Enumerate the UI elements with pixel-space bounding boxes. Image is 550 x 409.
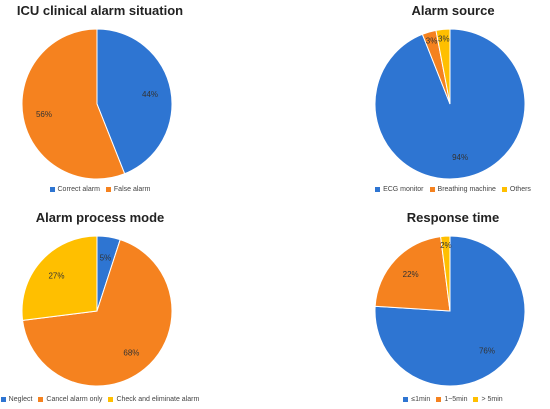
legend-label: Check and eliminate alarm [116, 396, 200, 403]
data-label-2: 56% [36, 110, 52, 119]
legend-swatch [49, 187, 55, 192]
legend-swatch [501, 187, 507, 192]
data-label-3: 2% [440, 241, 452, 250]
pie-chart-svg: 5% 68% 27% [21, 235, 173, 387]
data-label-3: 3% [438, 34, 450, 43]
legend-item: 1~5min [436, 396, 467, 403]
chart-panel-2: Alarm source 94% 3% 3% ECG monitor Breathin… [353, 0, 550, 200]
legend-swatch [105, 187, 111, 192]
legend-item: ≤1min [403, 396, 430, 403]
chart-panel-3: Alarm process mode 5% 68% 27% Neglect Cance… [0, 207, 200, 407]
legend-label: 1~5min [444, 396, 468, 403]
legend-label: > 5min [481, 396, 503, 403]
legend-label: False alarm [113, 186, 151, 193]
pie-slice-3 [21, 235, 98, 321]
chart-panel-4: Response time 76% 22% 2% ≤1min 1~5min > 5min [353, 207, 550, 407]
legend-item: False alarm [105, 186, 151, 193]
chart-title: ICU clinical alarm situation [16, 3, 184, 18]
legend-label: ≤1min [411, 396, 431, 403]
data-label-2: 3% [426, 37, 438, 46]
pie-slice-1 [374, 235, 526, 387]
chart-title: Response time [406, 210, 500, 225]
pie-slice-1 [96, 28, 173, 175]
legend-item: > 5min [473, 396, 503, 403]
data-label-1: 76% [479, 346, 495, 355]
legend-item: Correct alarm [49, 186, 100, 193]
legend-label: ECG monitor [383, 186, 424, 193]
data-label-1: 5% [100, 254, 112, 263]
legend-item: Breathing machine [429, 186, 496, 193]
legend-item: Cancel alarm only [38, 396, 102, 403]
legend-label: Cancel alarm only [46, 396, 103, 403]
pie-slice-3 [435, 28, 451, 105]
legend-swatch [375, 187, 381, 192]
chart-title: Alarm source [411, 3, 495, 18]
legend-swatch [436, 397, 442, 402]
pie-slice-2 [374, 236, 451, 312]
chart-panel-1: ICU clinical alarm situation 44% 56% Corr… [0, 0, 200, 200]
legend-item: Check and eliminate alarm [108, 396, 199, 403]
legend-item: Others [501, 186, 531, 193]
pie-slice-2 [22, 239, 173, 387]
pie-chart-svg: 76% 22% 2% [374, 235, 526, 387]
legend-label: Neglect [8, 396, 33, 403]
legend-item: ECG monitor [375, 186, 424, 193]
legend-label: Others [509, 186, 531, 193]
legend-swatch [38, 397, 44, 402]
data-label-1: 94% [452, 153, 468, 162]
chart-legend: Neglect Cancel alarm only Check and elimin… [0, 396, 220, 403]
legend-swatch [0, 397, 6, 402]
pie-chart-svg: 44% 56% [21, 28, 173, 180]
legend-item: Neglect [0, 396, 33, 403]
data-label-2: 68% [123, 349, 139, 358]
pie-chart-svg: 94% 3% 3% [374, 28, 526, 180]
chart-legend: ≤1min 1~5min > 5min [333, 396, 550, 403]
legend-swatch [108, 397, 114, 402]
legend-swatch [473, 397, 479, 402]
legend-label: Breathing machine [437, 186, 496, 193]
legend-label: Correct alarm [57, 186, 100, 193]
chart-title: Alarm process mode [35, 210, 165, 225]
data-label-1: 44% [142, 90, 158, 99]
legend-swatch [429, 187, 435, 192]
data-label-3: 27% [48, 271, 64, 280]
pie-slice-2 [21, 28, 126, 180]
chart-legend: Correct alarm False alarm [0, 186, 220, 193]
data-label-2: 22% [403, 270, 419, 279]
chart-legend: ECG monitor Breathing machine Others [333, 186, 550, 193]
pie-slice-3 [440, 235, 451, 312]
legend-swatch [403, 397, 409, 402]
